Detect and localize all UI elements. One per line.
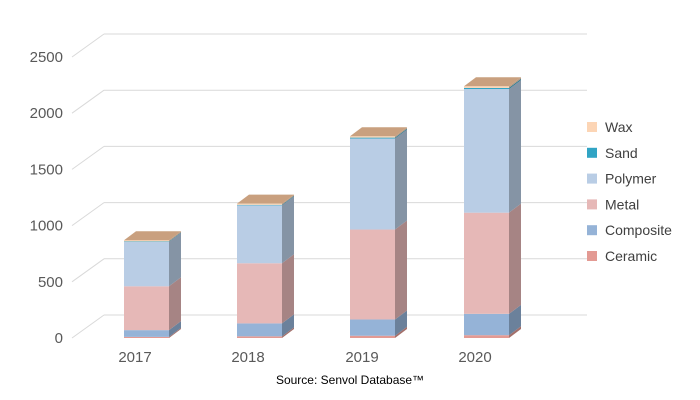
bar-wax-2020-side bbox=[509, 77, 521, 88]
bar-composite-2018 bbox=[237, 323, 282, 337]
bar-composite-2019-side bbox=[395, 310, 407, 336]
bar-composite-2017-side bbox=[169, 321, 181, 337]
bar-metal-2018 bbox=[237, 263, 282, 324]
bar-sand-2019 bbox=[350, 137, 395, 139]
bar-ceramic-2017 bbox=[124, 336, 169, 338]
bar-polymer-2019-side bbox=[395, 129, 407, 230]
x-tick-label: 2018 bbox=[231, 349, 264, 366]
bar-top-2018 bbox=[237, 194, 294, 204]
y-tick-label: 500 bbox=[38, 274, 63, 291]
bar-ceramic-2019 bbox=[350, 335, 395, 338]
gridline-diag bbox=[71, 33, 105, 58]
legend-swatch-metal bbox=[587, 199, 597, 210]
legend-label-wax: Wax bbox=[605, 119, 632, 135]
bar-polymer-2018 bbox=[237, 205, 282, 264]
bar-sand-2018 bbox=[237, 204, 282, 206]
legend-label-ceramic: Ceramic bbox=[605, 248, 657, 264]
legend-label-composite: Composite bbox=[605, 222, 672, 238]
source-caption: Source: Senvol Database™ bbox=[275, 373, 425, 387]
bar-polymer-2017 bbox=[124, 241, 169, 287]
bar-composite-2017 bbox=[124, 330, 169, 337]
bar-metal-2019-side bbox=[395, 220, 407, 320]
bar-composite-2018-side bbox=[282, 314, 294, 337]
bar-wax-2017 bbox=[124, 240, 169, 242]
bar-wax-2020 bbox=[464, 86, 509, 88]
bar-wax-2019 bbox=[350, 136, 395, 138]
legend-swatch-wax bbox=[587, 122, 597, 132]
bar-polymer-2018-side bbox=[282, 196, 294, 264]
bar-wax-2019-side bbox=[395, 127, 407, 138]
gridline-diag bbox=[71, 258, 105, 283]
bar-polymer-2019 bbox=[350, 138, 395, 230]
legend-swatch-composite bbox=[587, 225, 597, 236]
bar-top-2017 bbox=[124, 231, 181, 241]
bar-metal-2020-side bbox=[509, 203, 521, 314]
bar-polymer-2020-side bbox=[509, 80, 521, 213]
legend-label-metal: Metal bbox=[605, 196, 639, 212]
bar-sand-2020-side bbox=[509, 78, 521, 90]
legend-label-sand: Sand bbox=[605, 145, 638, 161]
bar-top-2020 bbox=[464, 77, 521, 87]
bar-composite-2020 bbox=[464, 313, 509, 336]
gridline-diag bbox=[71, 145, 105, 170]
bar-ceramic-2017-side bbox=[169, 327, 181, 338]
gridline-diag bbox=[71, 89, 105, 114]
bar-ceramic-2020-side bbox=[509, 326, 521, 338]
bar-wax-2017-side bbox=[169, 231, 181, 242]
bar-sand-2019-side bbox=[395, 128, 407, 139]
y-tick-label: 1500 bbox=[30, 161, 63, 178]
bar-polymer-2017-side bbox=[169, 232, 181, 287]
y-tick-label: 1000 bbox=[30, 218, 63, 235]
x-tick-label: 2020 bbox=[458, 349, 491, 366]
gridline-diag bbox=[71, 314, 105, 339]
bar-wax-2018-side bbox=[282, 194, 294, 205]
bar-sand-2017 bbox=[124, 241, 169, 242]
bar-metal-2017-side bbox=[169, 277, 181, 331]
bar-sand-2018-side bbox=[282, 195, 294, 206]
bar-metal-2020 bbox=[464, 212, 509, 314]
bar-sand-2020 bbox=[464, 87, 509, 90]
bar-metal-2019 bbox=[350, 229, 395, 320]
bar-sand-2017-side bbox=[169, 232, 181, 242]
y-tick-label: 0 bbox=[55, 330, 63, 347]
bar-composite-2019 bbox=[350, 319, 395, 336]
x-tick-label: 2019 bbox=[345, 349, 378, 366]
y-tick-label: 2000 bbox=[30, 105, 63, 122]
legend-swatch-ceramic bbox=[587, 251, 597, 261]
bar-composite-2020-side bbox=[509, 304, 521, 336]
bar-ceramic-2018-side bbox=[282, 327, 294, 338]
x-tick-label: 2017 bbox=[118, 349, 151, 366]
bar-polymer-2020 bbox=[464, 89, 509, 213]
bar-top-2019 bbox=[350, 127, 407, 137]
bar-ceramic-2020 bbox=[464, 335, 509, 338]
bar-ceramic-2019-side bbox=[395, 326, 407, 338]
y-tick-label: 2500 bbox=[30, 49, 63, 66]
legend-label-polymer: Polymer bbox=[605, 171, 657, 187]
legend-swatch-sand bbox=[587, 147, 597, 158]
legend-swatch-polymer bbox=[587, 173, 597, 184]
gridline-diag bbox=[71, 202, 105, 227]
bar-wax-2018 bbox=[237, 203, 282, 205]
bar-ceramic-2018 bbox=[237, 336, 282, 338]
bar-metal-2018-side bbox=[282, 254, 294, 324]
bar-metal-2017 bbox=[124, 286, 169, 331]
